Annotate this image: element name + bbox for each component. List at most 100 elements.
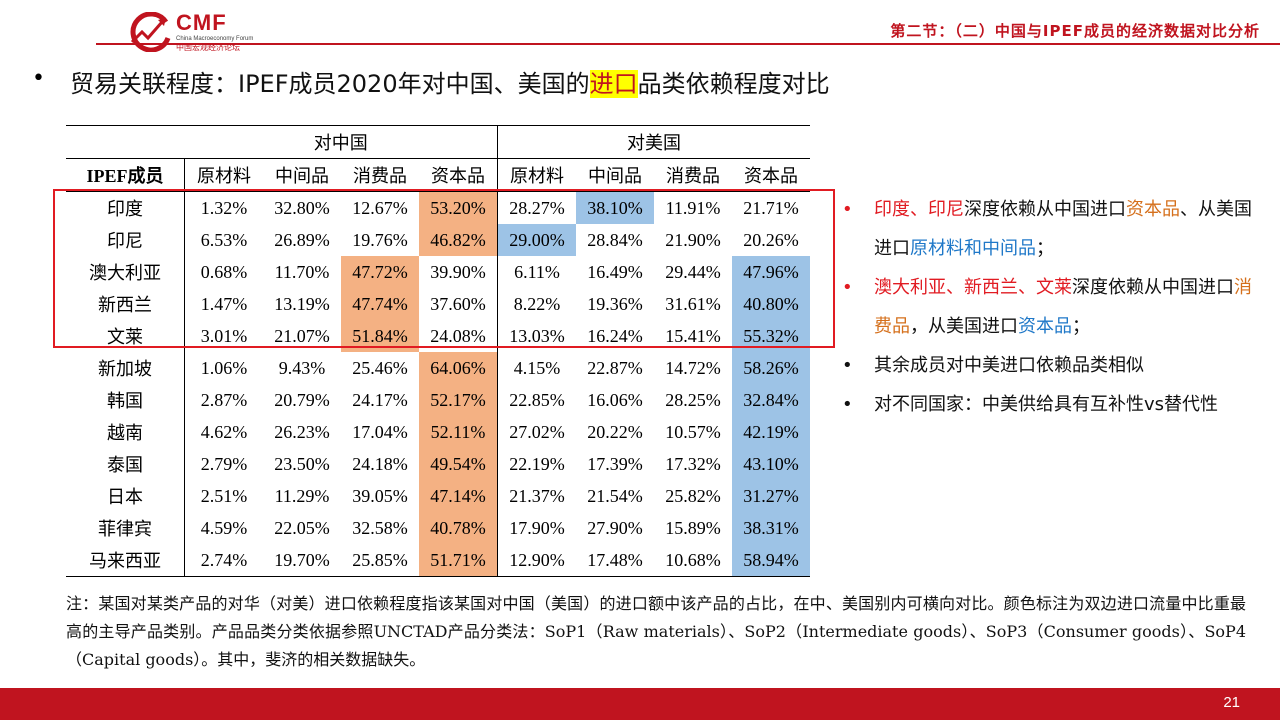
value-cell: 24.08%: [430, 325, 486, 346]
title-highlight: 进口: [589, 70, 638, 98]
column-header-member: IPEF成员: [66, 158, 185, 192]
value-cell: 17.32%: [665, 453, 721, 474]
value-cell: 32.84%: [732, 384, 810, 416]
logo-text: CMF: [176, 10, 227, 35]
table-row: 新加坡 1.06% 9.43% 25.46% 64.06% 4.15% 22.87% 14.7…: [66, 352, 810, 384]
value-cell: 19.76%: [352, 229, 408, 250]
table-row: 日本 2.51% 11.29% 39.05% 47.14% 21.37% 21.54% 25.…: [66, 480, 810, 512]
value-cell: 24.17%: [352, 389, 408, 410]
value-cell: 14.72%: [665, 357, 721, 378]
footer-bar: 21: [0, 688, 1280, 720]
value-cell: 12.90%: [497, 544, 576, 577]
value-cell: 17.39%: [587, 453, 643, 474]
member-name-cell: 澳大利亚: [89, 263, 161, 284]
value-cell: 37.60%: [430, 293, 486, 314]
value-cell: 9.43%: [278, 357, 326, 378]
column-header-cn-raw: 原材料: [184, 158, 263, 192]
finding-text: 其余成员对中美进口依赖品类相似: [874, 355, 1144, 376]
member-name-cell: 文莱: [107, 327, 143, 348]
table-row: 越南 4.62% 26.23% 17.04% 52.11% 27.02% 20.22% 10.…: [66, 416, 810, 448]
value-cell: 16.49%: [587, 261, 643, 282]
value-cell: 16.24%: [587, 325, 643, 346]
bullet-dot: •: [842, 355, 853, 376]
column-header-us-raw: 原材料: [497, 158, 576, 192]
value-cell: 11.70%: [274, 261, 330, 282]
key-findings: • 印度、印尼深度依赖从中国进口资本品、从美国进口原材料和中间品； • 澳大利亚、新…: [842, 190, 1262, 424]
value-cell: 52.11%: [419, 416, 498, 448]
value-cell: 6.11%: [497, 256, 576, 288]
finding-text: 深度依赖从中国进口: [964, 199, 1126, 220]
value-cell: 31.61%: [665, 293, 721, 314]
value-cell: 39.90%: [430, 261, 486, 282]
column-header-cn-intermediate: 中间品: [263, 158, 341, 192]
value-cell: 1.06%: [184, 352, 263, 384]
value-cell: 32.80%: [274, 197, 330, 218]
table-row: 韩国 2.87% 20.79% 24.17% 52.17% 22.85% 16.06% 28.…: [66, 384, 810, 416]
value-cell: 11.91%: [665, 197, 721, 218]
page-number: 21: [1223, 694, 1240, 711]
value-cell: 47.74%: [341, 288, 419, 320]
table-row: 马来西亚 2.74% 19.70% 25.85% 51.71% 12.90% 17.48% 1…: [66, 544, 810, 577]
value-cell: 1.47%: [184, 288, 263, 320]
value-cell: 47.14%: [419, 480, 498, 512]
value-cell: 38.10%: [576, 191, 654, 224]
value-cell: 8.22%: [497, 288, 576, 320]
member-name-cell: 马来西亚: [66, 544, 185, 577]
value-cell: 16.06%: [587, 389, 643, 410]
table-row: 澳大利亚 0.68% 11.70% 47.72% 39.90% 6.11% 16.49% 29…: [66, 256, 810, 288]
value-cell: 2.51%: [184, 480, 263, 512]
value-cell: 40.78%: [419, 512, 498, 544]
value-cell: 11.29%: [274, 485, 330, 506]
bullet-dot: •: [842, 277, 853, 298]
value-cell: 25.46%: [352, 357, 408, 378]
value-cell: 10.57%: [665, 421, 721, 442]
value-cell: 23.50%: [274, 453, 330, 474]
value-cell: 26.23%: [274, 421, 330, 442]
value-cell: 22.19%: [497, 448, 576, 480]
header-divider: [96, 43, 1280, 45]
value-cell: 19.70%: [263, 544, 341, 577]
finding-text: ；: [1036, 238, 1054, 259]
value-cell: 39.05%: [352, 485, 408, 506]
finding-others: • 其余成员对中美进口依赖品类相似: [842, 346, 1262, 385]
value-cell: 20.26%: [743, 229, 799, 250]
value-cell: 27.02%: [497, 416, 576, 448]
value-cell: 24.18%: [352, 453, 408, 474]
finding-category: 消费品: [874, 277, 1252, 337]
value-cell: 25.82%: [665, 485, 721, 506]
value-cell: 20.79%: [274, 389, 330, 410]
value-cell: 38.31%: [732, 512, 810, 544]
finding-text: 对不同国家：中美供给具有互补性vs替代性: [874, 394, 1219, 415]
member-name-cell: 越南: [107, 423, 143, 444]
value-cell: 17.48%: [576, 544, 654, 577]
value-cell: 1.32%: [184, 191, 263, 224]
finding-text: 深度依赖从中国进口: [1072, 277, 1234, 298]
value-cell: 28.27%: [497, 191, 576, 224]
value-cell: 26.89%: [274, 229, 330, 250]
value-cell: 51.71%: [419, 544, 498, 577]
slide-title: 贸易关联程度：IPEF成员2020年对中国、美国的进口品类依赖程度对比: [70, 64, 830, 99]
value-cell: 2.74%: [184, 544, 263, 577]
title-text: 贸易关联程度：IPEF成员2020年对中国、美国的: [70, 70, 590, 98]
finding-category: 原材料和中间品: [910, 238, 1036, 259]
value-cell: 43.10%: [732, 448, 810, 480]
value-cell: 22.87%: [587, 357, 643, 378]
value-cell: 42.19%: [732, 416, 810, 448]
member-name-cell: 印度: [107, 199, 143, 220]
value-cell: 25.85%: [341, 544, 419, 577]
finding-australia-nz-brunei: • 澳大利亚、新西兰、文莱深度依赖从中国进口消费品，从美国进口资本品；: [842, 268, 1262, 346]
value-cell: 28.84%: [587, 229, 643, 250]
table-row: 新西兰 1.47% 13.19% 47.74% 37.60% 8.22% 19.36% 31.…: [66, 288, 810, 320]
table-row: 菲律宾 4.59% 22.05% 32.58% 40.78% 17.90% 27.90% 15…: [66, 512, 810, 544]
value-cell: 21.71%: [743, 197, 799, 218]
value-cell: 17.90%: [497, 512, 576, 544]
value-cell: 47.72%: [341, 256, 419, 288]
column-header-us-intermediate: 中间品: [576, 158, 654, 192]
value-cell: 21.07%: [274, 325, 330, 346]
value-cell: 15.41%: [665, 325, 721, 346]
finding-countries: 印度、印尼: [874, 199, 964, 220]
finding-category: 资本品: [1018, 316, 1072, 337]
finding-text: 、从美国进口: [874, 199, 1252, 259]
logo-subtitle: China Macroeconomy Forum: [176, 36, 254, 42]
column-header-cn-capital: 资本品: [419, 158, 498, 192]
